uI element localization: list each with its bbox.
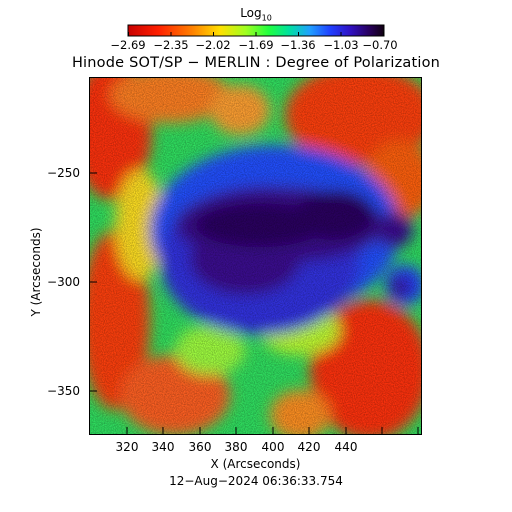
colorbar-tick-label: −2.02 bbox=[195, 38, 231, 52]
y-axis-label: Y (Arcseconds) bbox=[29, 227, 43, 317]
y-tick-label: −350 bbox=[47, 384, 80, 398]
colorbar-tick-label: −1.69 bbox=[238, 38, 274, 52]
x-tick-label: 420 bbox=[297, 440, 321, 454]
x-tick-label: 380 bbox=[224, 440, 248, 454]
y-tick-label: −250 bbox=[47, 166, 80, 180]
x-tick-label: 360 bbox=[188, 440, 212, 454]
colorbar-tick-label: −1.36 bbox=[280, 38, 316, 52]
y-tick-label: −300 bbox=[47, 275, 80, 289]
colorbar-tick-label: −1.03 bbox=[323, 38, 359, 52]
x-tick-label: 320 bbox=[115, 440, 139, 454]
colorbar-tick-label: −2.69 bbox=[110, 38, 146, 52]
plot-title: Hinode SOT/SP − MERLIN : Degree of Polar… bbox=[71, 55, 441, 71]
colorbar-tick-label: −2.35 bbox=[153, 38, 189, 52]
x-tick-label: 340 bbox=[151, 440, 175, 454]
colorbar-label-subscript: 10 bbox=[261, 13, 272, 23]
x-tick-label: 440 bbox=[334, 440, 358, 454]
x-axis-label: X (Arcseconds) bbox=[210, 457, 301, 471]
observation-timestamp: 12−Aug−2024 06:36:33.754 bbox=[169, 474, 343, 488]
colorbar-ticks bbox=[128, 32, 384, 36]
colorbar-tick-label: −0.70 bbox=[362, 38, 398, 52]
colorbar-label: Log10 bbox=[240, 6, 272, 23]
x-tick-label: 400 bbox=[261, 440, 285, 454]
plot-frame bbox=[89, 77, 422, 435]
axis-ticks bbox=[89, 172, 419, 435]
polarization-map bbox=[89, 77, 422, 435]
